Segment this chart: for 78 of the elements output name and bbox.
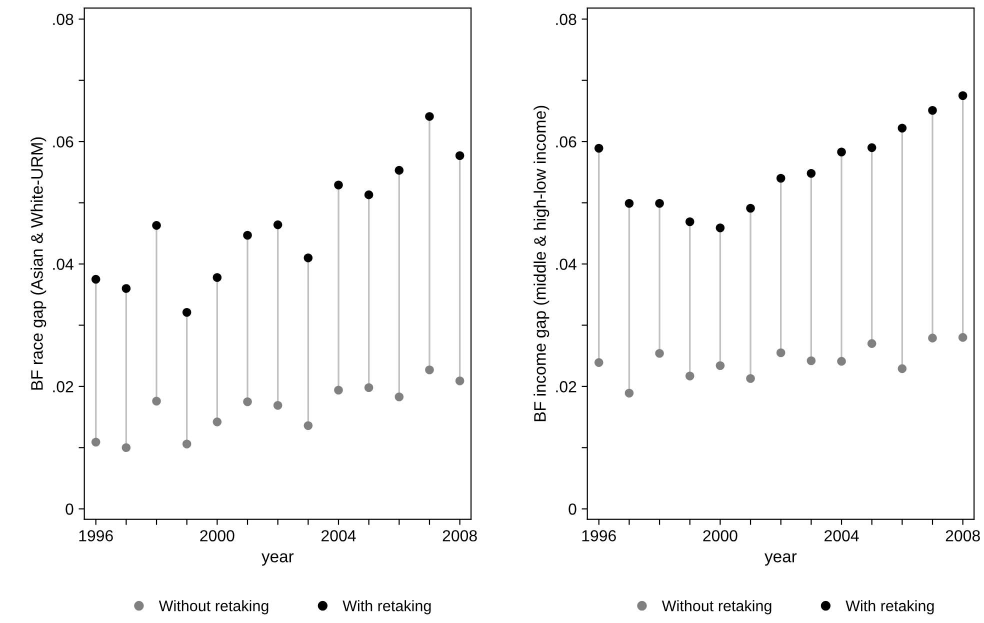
point bbox=[806, 356, 816, 366]
point bbox=[304, 253, 313, 262]
point bbox=[898, 364, 907, 374]
point bbox=[455, 376, 464, 386]
point bbox=[837, 148, 846, 156]
point bbox=[776, 348, 786, 358]
point bbox=[182, 308, 192, 317]
x-tick-label: 2004 bbox=[322, 530, 356, 542]
x-tick-label: 2008 bbox=[946, 530, 980, 542]
y-tick-label: .02 bbox=[53, 381, 74, 392]
point bbox=[364, 190, 374, 200]
y-tick-label: .04 bbox=[53, 258, 74, 270]
point bbox=[898, 124, 907, 132]
point bbox=[958, 333, 968, 342]
point bbox=[716, 223, 725, 232]
x-tick-label: 2000 bbox=[703, 530, 738, 542]
point bbox=[243, 397, 252, 406]
legend-label: With retaking bbox=[342, 600, 431, 614]
x-tick-label: 1996 bbox=[582, 530, 616, 542]
point bbox=[122, 284, 131, 293]
point bbox=[685, 217, 694, 226]
point bbox=[958, 91, 968, 100]
point bbox=[152, 396, 161, 406]
point bbox=[928, 106, 937, 115]
point bbox=[928, 334, 937, 342]
y-axis-title: BF race gap (Asian & White-URM) bbox=[30, 137, 46, 390]
y-axis-title: BF income gap (middle & high-low income) bbox=[534, 106, 550, 422]
point bbox=[334, 180, 343, 190]
point bbox=[425, 366, 434, 374]
point bbox=[91, 274, 100, 284]
point bbox=[91, 438, 100, 447]
x-tick-label: 2008 bbox=[442, 530, 477, 542]
point bbox=[212, 273, 222, 282]
point bbox=[182, 440, 192, 448]
y-tick-label: .08 bbox=[53, 14, 74, 26]
legend-label: With retaking bbox=[846, 600, 934, 614]
point bbox=[655, 198, 664, 208]
x-tick-label: 2000 bbox=[200, 530, 234, 542]
y-tick-label: .08 bbox=[556, 14, 576, 26]
y-tick-label: .02 bbox=[556, 381, 576, 392]
point bbox=[746, 204, 755, 213]
point bbox=[867, 143, 876, 152]
point bbox=[806, 168, 816, 178]
point bbox=[455, 151, 464, 160]
point bbox=[594, 358, 604, 367]
legend-label: Without retaking bbox=[662, 600, 772, 614]
y-tick-label: 0 bbox=[568, 504, 576, 515]
point bbox=[624, 388, 634, 398]
point bbox=[425, 112, 434, 121]
y-tick-label: .04 bbox=[556, 258, 576, 270]
point bbox=[273, 220, 282, 230]
point bbox=[685, 372, 694, 380]
point bbox=[746, 374, 755, 383]
point bbox=[122, 443, 131, 452]
point bbox=[273, 401, 282, 410]
y-tick-label: .06 bbox=[53, 136, 74, 148]
point bbox=[304, 421, 313, 430]
point bbox=[334, 386, 343, 394]
point bbox=[212, 418, 222, 426]
point bbox=[152, 221, 161, 230]
point bbox=[837, 356, 846, 366]
x-tick-label: 2004 bbox=[824, 530, 859, 542]
point bbox=[776, 174, 786, 183]
y-tick-label: 0 bbox=[66, 504, 74, 515]
point bbox=[594, 144, 604, 153]
point bbox=[394, 392, 404, 402]
legend-label: Without retaking bbox=[158, 600, 268, 614]
point bbox=[655, 348, 664, 358]
x-tick-label: 1996 bbox=[79, 530, 113, 542]
point bbox=[394, 166, 404, 175]
y-tick-label: .06 bbox=[556, 136, 576, 148]
point bbox=[243, 230, 252, 240]
x-axis-title: year bbox=[262, 553, 294, 566]
point bbox=[716, 361, 725, 370]
point bbox=[624, 198, 634, 208]
point bbox=[867, 339, 876, 348]
x-axis-title: year bbox=[764, 553, 797, 566]
point bbox=[364, 383, 374, 392]
